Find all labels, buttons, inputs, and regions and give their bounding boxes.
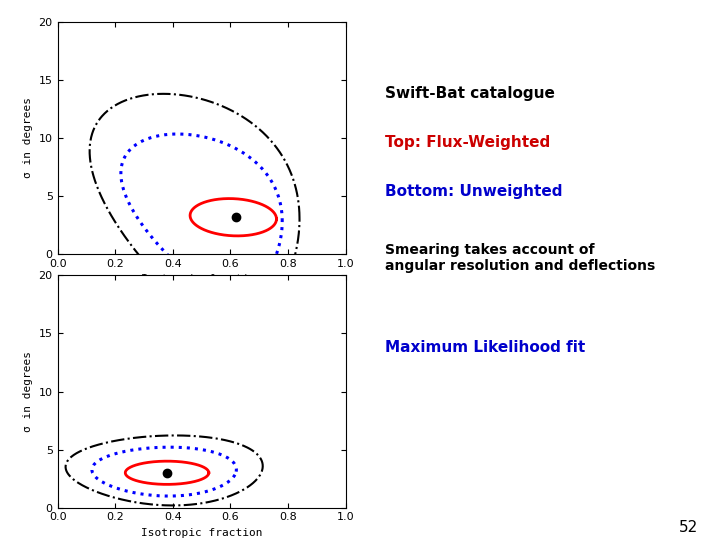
X-axis label: Isotropic fraction: Isotropic fraction: [141, 528, 262, 538]
Text: Bottom: Unweighted: Bottom: Unweighted: [385, 184, 563, 199]
Text: Top: Flux-Weighted: Top: Flux-Weighted: [385, 135, 551, 150]
Y-axis label: σ in degrees: σ in degrees: [23, 97, 33, 178]
Text: Swift-Bat catalogue: Swift-Bat catalogue: [385, 86, 555, 102]
Text: Maximum Likelihood fit: Maximum Likelihood fit: [385, 340, 585, 355]
Text: 52: 52: [679, 519, 698, 535]
Y-axis label: σ in degrees: σ in degrees: [23, 351, 33, 432]
X-axis label: Isotropic fraction: Isotropic fraction: [141, 274, 262, 284]
Text: Smearing takes account of
angular resolution and deflections: Smearing takes account of angular resolu…: [385, 243, 655, 273]
